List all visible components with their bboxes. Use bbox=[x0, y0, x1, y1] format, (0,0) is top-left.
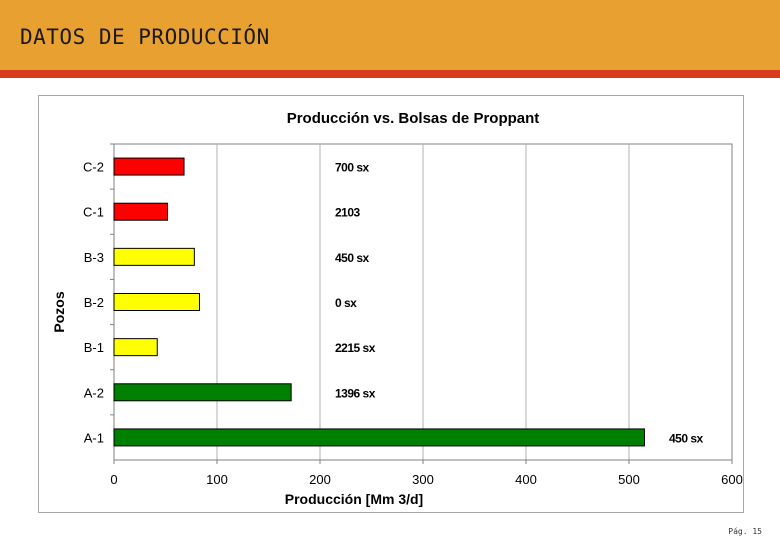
bar-c-2 bbox=[113, 157, 185, 176]
bar-b-2 bbox=[113, 293, 200, 311]
header-rule bbox=[0, 70, 780, 78]
bar-b-3 bbox=[113, 247, 195, 266]
data-label: 700 sx bbox=[335, 161, 370, 175]
y-tick-label: A-2 bbox=[84, 385, 104, 400]
x-tick-label: 200 bbox=[309, 472, 331, 487]
y-tick-label: C-1 bbox=[83, 205, 104, 220]
data-label: 2215 sx bbox=[335, 341, 376, 355]
page-number: Pág. 15 bbox=[728, 527, 762, 536]
bar-b-1 bbox=[113, 338, 158, 357]
slide-title: DATOS DE PRODUCCIÓN bbox=[20, 25, 270, 49]
x-tick-label: 100 bbox=[206, 472, 228, 487]
production-chart: 0 100 200 300 400 500 600 C-2 700 sx C-1 2103 B-3 45… bbox=[51, 110, 743, 507]
y-tick-label: A-1 bbox=[84, 430, 104, 445]
data-label: 2103 bbox=[335, 206, 361, 220]
x-tick-label: 600 bbox=[721, 472, 743, 487]
y-tick-label: B-1 bbox=[84, 340, 104, 355]
bar-c-1 bbox=[113, 202, 169, 221]
x-tick-label: 300 bbox=[412, 472, 434, 487]
x-tick-label: 400 bbox=[515, 472, 537, 487]
data-label: 450 sx bbox=[335, 251, 370, 265]
data-label: 0 sx bbox=[335, 296, 357, 310]
x-tick-label: 0 bbox=[110, 472, 117, 487]
x-axis-label: Producción [Mm 3/d] bbox=[285, 491, 423, 507]
header-bar bbox=[0, 0, 780, 70]
bar-a-1 bbox=[113, 428, 645, 447]
data-label: 1396 sx bbox=[335, 386, 376, 400]
x-tick-label: 500 bbox=[618, 472, 640, 487]
chart-frame: 0 100 200 300 400 500 600 C-2 700 sx C-1 2103 B-3 45… bbox=[38, 95, 744, 513]
data-label: 450 sx bbox=[669, 431, 704, 445]
y-axis-label: Pozos bbox=[51, 291, 67, 332]
y-tick-label: B-3 bbox=[84, 250, 104, 265]
y-tick-label: B-2 bbox=[84, 295, 104, 310]
y-tick-label: C-2 bbox=[83, 160, 104, 175]
chart-title: Producción vs. Bolsas de Proppant bbox=[287, 110, 540, 127]
bar-a-2 bbox=[113, 383, 292, 402]
